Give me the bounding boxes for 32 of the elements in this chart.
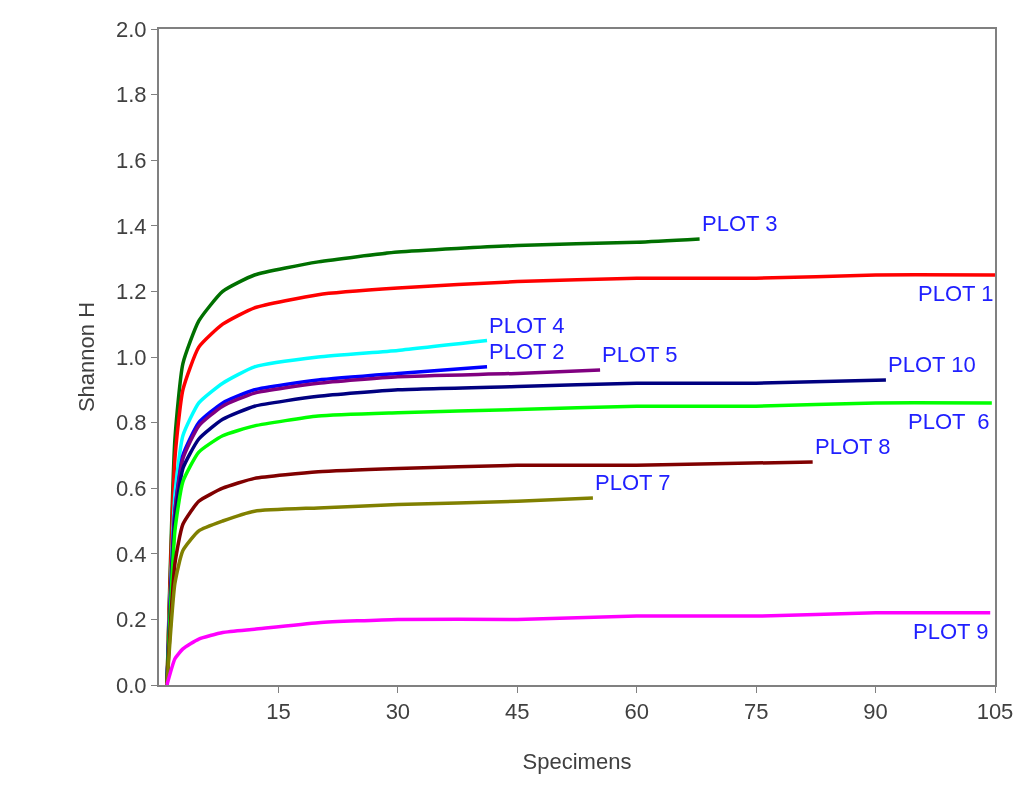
x-tick-label: 60	[624, 699, 649, 725]
series-label: PLOT 10	[888, 352, 976, 377]
y-tick-label: 0.2	[116, 607, 147, 633]
series-label: PLOT 4	[489, 313, 565, 338]
y-tick-label: 2.0	[116, 16, 147, 42]
y-tick-label: 0.6	[116, 475, 147, 501]
line-series	[165, 610, 992, 685]
y-tick-label: 0.0	[116, 672, 147, 698]
y-tick-label: 1.6	[116, 147, 147, 173]
x-tick-label: 90	[863, 699, 888, 725]
x-tick-label: 75	[743, 699, 769, 725]
y-tick-label: 1.4	[116, 213, 147, 239]
y-axis-title: Shannon H	[74, 301, 100, 413]
series-label: PLOT 2	[489, 339, 565, 364]
y-tick-label: 1.2	[116, 279, 147, 305]
series-label: PLOT 9	[913, 619, 989, 644]
series-label: PLOT 1	[918, 281, 994, 306]
y-tick-label: 1.0	[116, 344, 147, 370]
x-tick-label: 105	[976, 699, 1014, 725]
line-series	[165, 496, 595, 685]
x-tick-label: 15	[266, 699, 291, 725]
y-tick-label: 0.8	[116, 410, 147, 436]
x-tick-label: 30	[385, 699, 411, 725]
y-tick-label: 1.8	[116, 82, 147, 108]
series-label: PLOT 5	[602, 342, 678, 367]
x-axis-title: Specimens	[522, 748, 632, 774]
series-label: PLOT 3	[702, 211, 778, 236]
x-tick-label: 45	[505, 699, 530, 725]
series-label: PLOT 7	[595, 470, 671, 495]
y-tick-label: 0.4	[116, 541, 147, 567]
series-label: PLOT 6	[908, 409, 990, 434]
series-label: PLOT 8	[815, 434, 891, 459]
